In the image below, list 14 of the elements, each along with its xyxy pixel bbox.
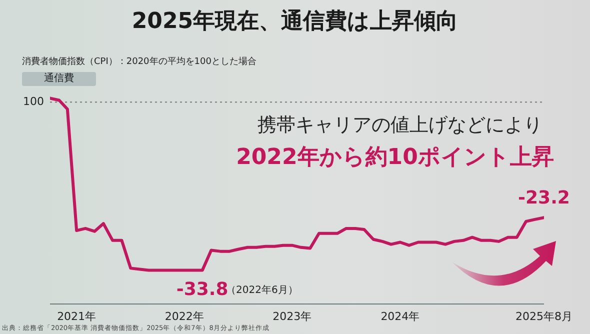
chart-title: 2025年現在、通信費は上昇傾向 xyxy=(130,8,460,36)
chart-subtitle: 消費者物価指数（CPI）：2020年の平均を100とした場合 xyxy=(22,56,256,68)
x-tick-label: 2025年8月 xyxy=(516,310,572,323)
annotation: 携帯キャリアの値上げなどにより xyxy=(256,113,544,138)
text: 100 xyxy=(22,95,44,108)
x-tick-label: 2023年 xyxy=(272,310,312,323)
annotation: -33.8 xyxy=(176,279,228,300)
annotation: 2022年から約10ポイント上昇 xyxy=(235,144,555,172)
annotation: -23.2 xyxy=(518,188,570,209)
annotation: （2022年6月） xyxy=(226,285,299,297)
x-tick-label: 2021年 xyxy=(57,310,96,323)
x-tick-label: 2022年 xyxy=(164,310,204,323)
x-tick-label: 2024年 xyxy=(380,310,420,323)
y-axis-title: 通信費 xyxy=(22,72,96,86)
